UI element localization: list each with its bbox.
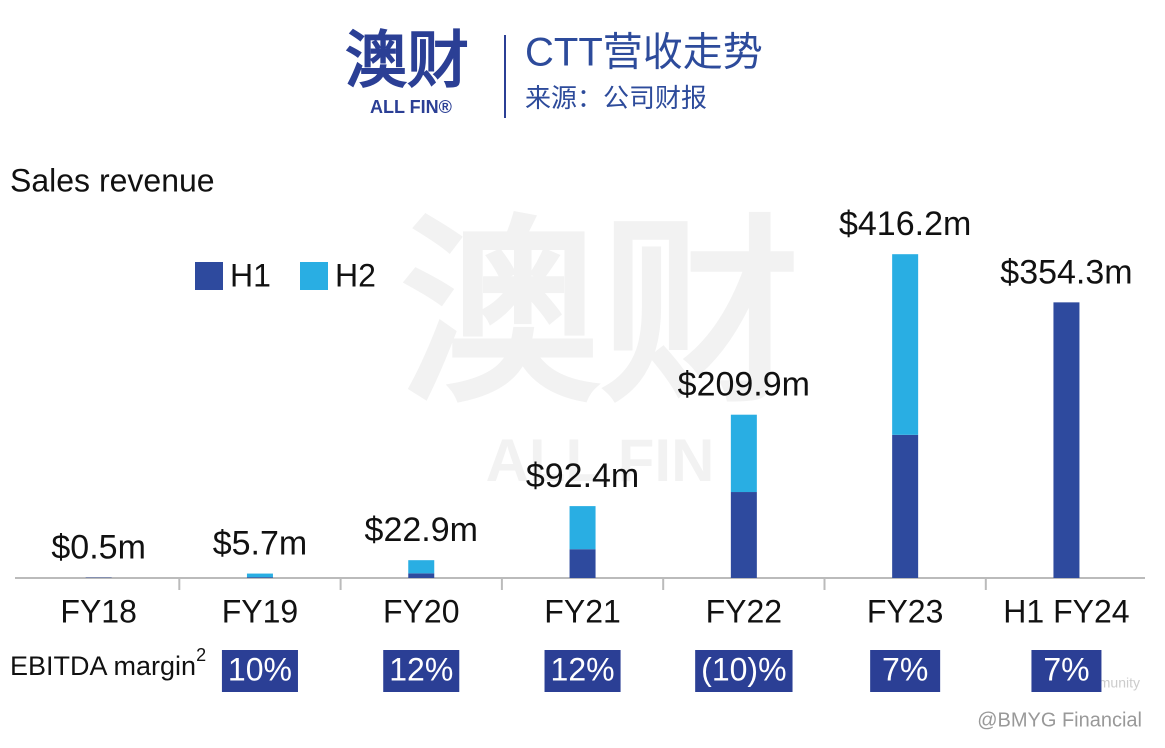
ebitda-value: 7%	[882, 651, 928, 687]
logo: 澳财	[345, 26, 469, 95]
chart-title: Sales revenue	[10, 162, 215, 198]
logo-sub: ALL FIN®	[370, 97, 452, 117]
watermark-logo: 澳财	[400, 203, 800, 426]
header-title: CTT营收走势	[525, 31, 763, 75]
bar-segment	[892, 434, 919, 578]
bar-segment	[1053, 302, 1080, 578]
ebitda-label: EBITDA margin2	[10, 645, 206, 681]
ebitda-box	[383, 650, 460, 692]
ebitda-value: 10%	[228, 651, 292, 687]
ebitda-label-text: EBITDA margin	[10, 651, 196, 681]
total-label: $0.5m	[51, 529, 146, 567]
legend-swatch	[300, 262, 328, 290]
x-tick-label: FY19	[222, 593, 298, 629]
x-tick-label: FY18	[60, 593, 136, 629]
watermark: 澳财 ALL FIN	[400, 203, 800, 494]
total-label: $22.9m	[365, 511, 478, 549]
bar-segment	[569, 506, 596, 550]
total-label: $416.2m	[839, 205, 971, 243]
bar-segment	[569, 549, 596, 578]
x-tick-label: FY21	[544, 593, 620, 629]
x-tick-label: H1 FY24	[1003, 593, 1129, 629]
bar-segment	[246, 577, 273, 578]
ebitda-box	[544, 650, 621, 692]
bar-segment	[408, 560, 435, 574]
bar-segment	[730, 414, 757, 493]
legend-label: H1	[230, 257, 271, 293]
total-label: $5.7m	[213, 525, 308, 563]
ebitda-box	[221, 650, 298, 692]
bar-segment	[892, 254, 919, 435]
x-tick-label: FY22	[706, 593, 782, 629]
x-tick-label: FY20	[383, 593, 459, 629]
watermark-sub: ALL FIN	[486, 427, 715, 494]
ebitda-sup: 2	[196, 645, 206, 665]
bar-segment	[730, 492, 757, 578]
legend-swatch	[195, 262, 223, 290]
ebitda-box	[870, 650, 941, 692]
bar-segment	[408, 573, 435, 578]
legend-label: H2	[335, 257, 376, 293]
x-tick-label: FY23	[867, 593, 943, 629]
total-label: $354.3m	[1000, 253, 1132, 291]
ebitda-value: 7%	[1043, 651, 1089, 687]
total-label: $92.4m	[526, 457, 639, 495]
ebitda-box	[1031, 650, 1102, 692]
watermark-handle: @BMYG Financial	[977, 709, 1142, 731]
ebitda-value: 12%	[551, 651, 615, 687]
total-label: $209.9m	[678, 366, 810, 404]
ebitda-value: 12%	[389, 651, 453, 687]
header-source: 来源：公司财报	[525, 83, 707, 113]
ebitda-value: (10)%	[701, 651, 786, 687]
ebitda-box	[695, 650, 793, 692]
bar-segment	[246, 573, 273, 578]
